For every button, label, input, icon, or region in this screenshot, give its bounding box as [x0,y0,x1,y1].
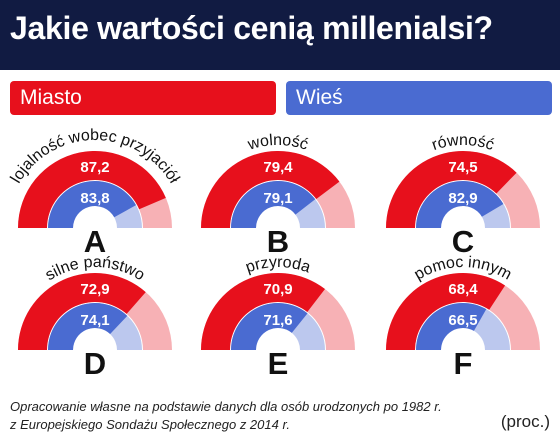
gauge-letter: F [454,346,473,381]
value-village: 66,5 [448,312,477,329]
legend-city: Miasto [10,81,276,115]
gauge-bar-city [201,150,340,228]
value-village: 71,6 [263,312,292,329]
gauge-label: wolność [245,132,310,154]
value-village: 74,1 [80,312,109,329]
gauge-bar-village [231,180,316,228]
value-city: 68,4 [448,281,478,298]
gauge-bar-village [48,303,128,350]
page-title: Jakie wartości cenią millenialsi? [10,10,493,46]
value-city: 79,4 [263,159,293,176]
gauge-letter: E [268,346,289,381]
source-footnote: Opracowanie własne na podstawie danych d… [10,399,442,432]
value-city: 74,5 [448,159,477,176]
gauge-bar-city [18,272,146,350]
gauge-label: przyroda [243,254,312,277]
gauge-bar-city [385,150,517,228]
value-village: 83,8 [80,190,109,207]
gauge-bar-city [386,273,506,350]
gauge-bar-village [416,302,487,350]
legend-village: Wieś [286,81,552,115]
gauge-bar-village [416,181,504,228]
gauge-bar-city [18,150,166,228]
gauge-letter: C [452,224,474,259]
gauge-letter: D [84,346,106,381]
header-banner: Jakie wartości cenią millenialsi? [0,0,560,70]
unit-label: (proc.) [500,412,550,431]
gauge-letter: B [267,224,289,259]
gauge-bar-village [231,302,308,350]
value-village: 82,9 [448,190,477,207]
value-village: 79,1 [263,190,292,207]
gauge-letter: A [84,224,106,259]
gauge-label: równość [430,132,496,154]
value-city: 70,9 [263,281,292,298]
gauge-bar-village [48,181,137,228]
value-city: 87,2 [80,159,109,176]
gauge-bar-city [201,273,325,350]
value-city: 72,9 [80,281,109,298]
